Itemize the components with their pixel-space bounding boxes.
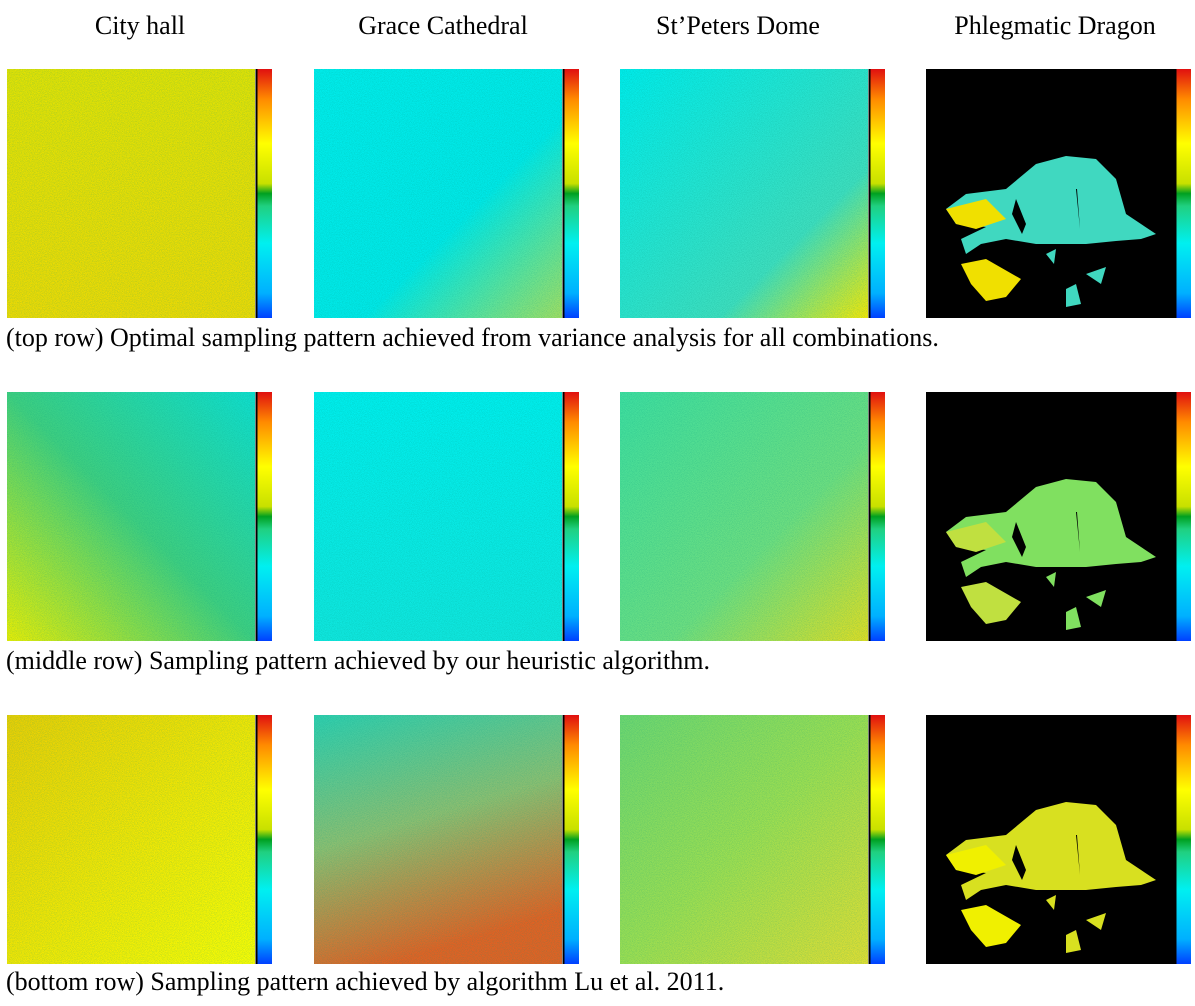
figure: City hall Grace Cathedral St’Peters Dome Ph… xyxy=(0,0,1195,1006)
colorbar xyxy=(563,715,579,964)
page: City hall Grace Cathedral St’Peters Dome Ph… xyxy=(0,0,1195,1006)
heatmap-noise xyxy=(7,392,255,641)
colorbar xyxy=(256,392,272,641)
heatmap-noise xyxy=(314,715,562,964)
heatmap-noise xyxy=(7,69,255,318)
colorbar xyxy=(563,392,579,641)
heatmap-noise xyxy=(314,69,562,318)
heatmap-noise xyxy=(620,69,868,318)
heatmap-noise xyxy=(7,715,255,964)
column-header: City hall xyxy=(95,11,185,40)
heatmap-noise xyxy=(620,392,868,641)
colorbar xyxy=(256,69,272,318)
row-caption: (top row) Optimal sampling pattern achie… xyxy=(6,323,939,352)
colorbar xyxy=(1175,392,1191,641)
colorbar xyxy=(869,69,885,318)
colorbar xyxy=(1175,715,1191,964)
colorbar xyxy=(1175,69,1191,318)
heatmap-noise xyxy=(314,392,562,641)
column-header: Phlegmatic Dragon xyxy=(954,11,1155,40)
colorbar xyxy=(563,69,579,318)
heatmap-noise xyxy=(620,715,868,964)
column-header: St’Peters Dome xyxy=(656,11,820,40)
row-caption: (bottom row) Sampling pattern achieved b… xyxy=(6,967,724,996)
row-caption: (middle row) Sampling pattern achieved b… xyxy=(6,646,710,675)
colorbar xyxy=(869,715,885,964)
column-header: Grace Cathedral xyxy=(358,11,528,40)
colorbar xyxy=(256,715,272,964)
colorbar xyxy=(869,392,885,641)
